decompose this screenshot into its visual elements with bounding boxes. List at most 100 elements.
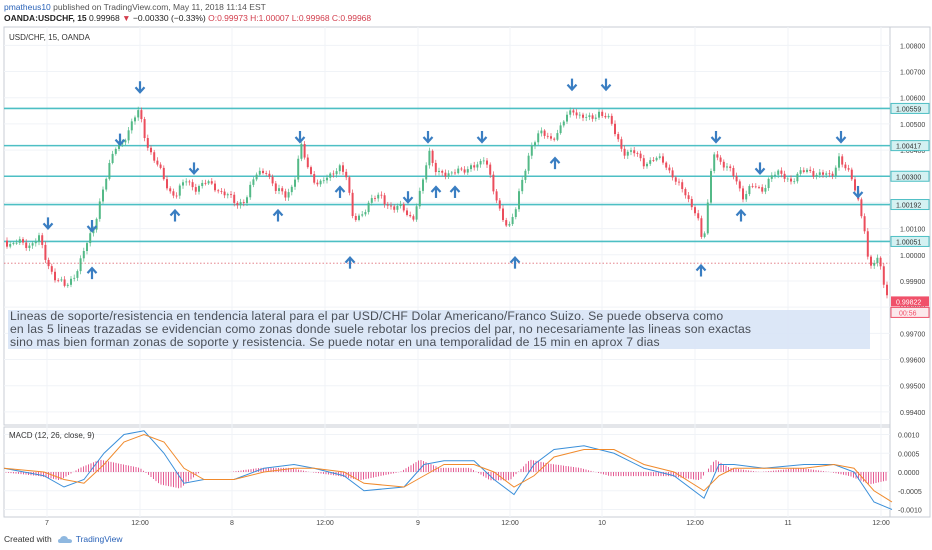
main-pane	[3, 26, 891, 426]
candle-body	[697, 213, 700, 219]
down-triangle-icon: ▼	[122, 13, 131, 23]
candle-body	[524, 170, 527, 180]
macd-title: MACD (12, 26, close, 9)	[9, 431, 95, 440]
candle-body	[646, 163, 648, 167]
candle-body	[799, 170, 802, 174]
candle-body	[182, 182, 184, 186]
candle-body	[230, 194, 232, 196]
candle-body	[265, 173, 268, 174]
arrow-head	[476, 136, 488, 144]
candle-body	[207, 181, 210, 184]
candle-body	[566, 114, 568, 122]
candle-body	[402, 204, 405, 211]
candle-body	[790, 178, 792, 182]
candle-body	[642, 158, 645, 167]
candle-body	[76, 271, 79, 278]
price-tick-label: 1.00500	[900, 122, 925, 129]
candle-body	[79, 258, 82, 272]
candle-body	[761, 187, 764, 192]
arrow-head	[134, 86, 146, 94]
candle-body	[671, 170, 674, 178]
tradingview-logo[interactable]: TradingView	[57, 534, 123, 544]
candle-body	[217, 190, 220, 192]
arrow-head	[86, 266, 98, 274]
candle-body	[572, 110, 575, 113]
candle-body	[252, 179, 255, 185]
arrow-head	[272, 208, 284, 217]
arrow-down-icon	[114, 133, 126, 147]
arrow-head	[710, 136, 722, 144]
candle-body	[473, 165, 476, 168]
candle-body	[399, 204, 402, 207]
candle-body	[82, 251, 85, 259]
candle-body	[578, 114, 581, 116]
candle-body	[111, 153, 114, 164]
arrow-up-icon	[334, 185, 346, 198]
candle-body	[726, 166, 728, 168]
candle-body	[223, 191, 226, 196]
candle-body	[649, 160, 652, 164]
candle-body	[636, 153, 639, 154]
candle-body	[438, 170, 440, 173]
candle-body	[294, 179, 296, 187]
candle-body	[876, 257, 879, 264]
candle-body	[681, 182, 684, 190]
candle-body	[18, 239, 21, 243]
arrow-down-icon	[754, 162, 766, 176]
candle-body	[450, 172, 453, 174]
candle-body	[380, 194, 383, 196]
arrow-up-icon	[735, 208, 747, 222]
ohlc-values: O:0.99973 H:1.00007 L:0.99968 C:0.99968	[208, 13, 372, 23]
candle-body	[569, 110, 572, 115]
candle-body	[57, 280, 60, 282]
candle-body	[185, 181, 188, 183]
candle-body	[502, 208, 504, 221]
candle-body	[553, 138, 556, 140]
arrow-head	[566, 83, 578, 92]
candle-body	[847, 168, 850, 170]
candle-body	[425, 165, 428, 180]
candle-body	[124, 140, 127, 143]
arrow-down-icon	[134, 81, 146, 94]
time-tick-label: 10	[598, 520, 606, 527]
level-label: 1.00192	[896, 203, 921, 210]
author-link[interactable]: pmatheus10	[4, 2, 51, 12]
price-tick-label: 1.00400	[900, 148, 925, 155]
candle-body	[130, 121, 133, 131]
price-tick-label: 1.00100	[900, 227, 925, 234]
countdown-label: 00:56	[899, 310, 917, 317]
arrow-down-icon	[86, 220, 98, 233]
annotation-box: Lineas de soporte/resistencia en tendenc…	[8, 310, 870, 349]
candle-body	[172, 191, 175, 196]
brand-name: TradingView	[75, 534, 123, 544]
candle-body	[626, 151, 629, 156]
annotation-line-1: Lineas de soporte/resistencia en tendenc…	[10, 309, 724, 323]
macd-tick-label: -0.0010	[898, 508, 922, 515]
candle-body	[617, 134, 620, 140]
candle-body	[377, 194, 380, 199]
last-price: 0.99968	[89, 13, 120, 23]
time-tick-label: 12:00	[872, 520, 890, 527]
candle-body	[674, 177, 677, 182]
macd-tick-label: 0.0005	[898, 451, 920, 458]
candle-body	[214, 183, 216, 191]
candle-body	[316, 182, 319, 185]
candle-body	[460, 168, 463, 170]
arrow-down-icon	[42, 217, 54, 231]
candle-body	[383, 195, 386, 205]
candle-body	[694, 207, 696, 214]
candle-body	[607, 115, 610, 118]
candle-body	[482, 160, 485, 162]
candle-body	[70, 278, 72, 285]
candle-body	[393, 206, 396, 210]
candle-body	[246, 197, 248, 204]
candle-body	[735, 176, 738, 182]
candle-body	[534, 142, 536, 146]
candle-body	[860, 199, 863, 217]
level-label-box	[890, 102, 930, 114]
candle-body	[716, 154, 719, 158]
candle-body	[844, 164, 847, 169]
publish-header: pmatheus10 published on TradingView.com,…	[4, 2, 266, 12]
candle-body	[15, 242, 18, 244]
